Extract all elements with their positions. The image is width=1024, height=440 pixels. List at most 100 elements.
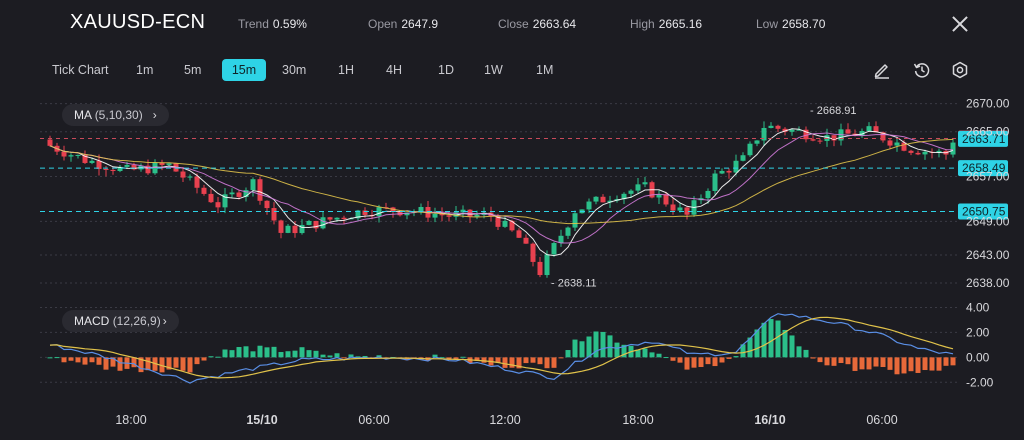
history-icon[interactable] xyxy=(912,60,932,80)
candle xyxy=(740,155,746,161)
price-tag xyxy=(958,160,1008,177)
candle xyxy=(61,151,67,157)
macd-histogram-bar xyxy=(313,350,319,358)
price-tick-label: 2649.00 xyxy=(966,214,1010,228)
ma-params: (5,10,30) xyxy=(94,108,143,122)
candle xyxy=(222,194,228,208)
extreme-price-label: - 2638.11 xyxy=(551,277,597,289)
timeframe-30m[interactable]: 30m xyxy=(282,63,307,77)
macd-lines xyxy=(49,313,954,384)
macd-histogram-bar xyxy=(103,357,109,370)
candle xyxy=(145,165,151,174)
low-label: Low xyxy=(756,17,779,31)
candle xyxy=(572,213,578,228)
macd-histogram-bar xyxy=(236,347,242,358)
candle xyxy=(523,237,529,244)
candle xyxy=(936,150,942,153)
candle xyxy=(117,166,123,172)
timeframe-4h[interactable]: 4H xyxy=(386,63,402,77)
candle xyxy=(446,215,452,217)
candle xyxy=(817,140,823,142)
macd-histogram-bar xyxy=(341,357,347,359)
price-tick-label: 2643.00 xyxy=(966,248,1010,262)
macd-histogram-bar xyxy=(859,357,865,370)
price-tick-label: 2638.00 xyxy=(966,276,1010,290)
macd-histogram-bar xyxy=(663,357,669,359)
macd-indicator-pill[interactable]: MACD (12,26,9) › xyxy=(62,310,179,332)
ma-indicator-pill[interactable]: MA (5,10,30) › xyxy=(62,104,169,126)
macd-histogram-bar xyxy=(831,357,837,366)
macd-histogram-bar xyxy=(264,347,270,358)
trend-value: 0.59% xyxy=(272,17,307,31)
candle xyxy=(89,160,95,163)
candle xyxy=(768,125,774,128)
timeframe-1w[interactable]: 1W xyxy=(484,63,503,77)
timeframe-tick-chart[interactable]: Tick Chart xyxy=(52,63,109,77)
close-icon[interactable] xyxy=(950,14,970,34)
candle xyxy=(901,142,907,151)
macd-histogram-bar xyxy=(208,356,214,358)
candle xyxy=(355,210,361,219)
candle xyxy=(894,142,900,146)
macd-histogram-bar xyxy=(334,353,340,358)
candle xyxy=(635,184,641,191)
macd-histogram-bar xyxy=(306,350,312,358)
macd-histogram-bar xyxy=(782,329,788,358)
timeframe-1mo[interactable]: 1M xyxy=(536,63,554,77)
macd-histogram-bar xyxy=(922,357,928,371)
price-tick-label: 2657.00 xyxy=(966,170,1010,184)
macd-histogram-bar xyxy=(159,357,165,373)
macd-histogram-bar xyxy=(565,350,571,358)
macd-histogram-bar xyxy=(551,357,557,368)
macd-histogram-bar xyxy=(789,335,795,358)
macd-histogram-bar xyxy=(712,357,718,367)
candle xyxy=(166,163,172,165)
macd-histogram-bar xyxy=(75,357,81,363)
candle xyxy=(152,162,158,174)
macd-histogram-bar xyxy=(523,357,529,364)
time-tick-label: 06:00 xyxy=(358,413,389,427)
macd-histogram-bar xyxy=(376,355,382,358)
candle xyxy=(208,193,214,203)
candle xyxy=(432,213,438,218)
settings-icon[interactable] xyxy=(950,60,970,80)
macd-histogram-bar xyxy=(278,352,284,358)
candle xyxy=(362,210,368,215)
candle xyxy=(544,254,550,276)
candle xyxy=(600,196,606,203)
candle xyxy=(565,227,571,236)
pencil-icon[interactable] xyxy=(872,60,892,80)
timeframe-5m[interactable]: 5m xyxy=(184,63,202,77)
candle xyxy=(96,160,102,169)
macd-histogram-bar xyxy=(761,322,767,358)
macd-histogram-bar xyxy=(96,357,102,365)
candle xyxy=(551,243,557,255)
price-tag xyxy=(958,203,1008,220)
close-stat: Close 2663.64 xyxy=(498,17,576,31)
candle xyxy=(187,176,193,178)
candle xyxy=(761,127,767,141)
timeframe-1h[interactable]: 1H xyxy=(338,63,354,77)
candle xyxy=(663,194,669,205)
candle xyxy=(705,190,711,199)
trend-stat: Trend 0.59% xyxy=(238,17,307,31)
price-tick-label: 2665.00 xyxy=(966,125,1010,139)
timeframe-1d[interactable]: 1D xyxy=(438,63,454,77)
candle xyxy=(586,201,592,210)
macd-histogram-bar xyxy=(355,356,361,358)
macd-histogram-bar xyxy=(824,357,830,366)
macd-histogram-bar xyxy=(740,344,746,358)
candle xyxy=(684,207,690,215)
moving-average-lines xyxy=(49,128,954,257)
candle xyxy=(747,143,753,156)
timeframe-15m[interactable]: 15m xyxy=(222,59,266,81)
candle xyxy=(502,220,508,227)
timeframe-1m[interactable]: 1m xyxy=(136,63,154,77)
macd-histogram-bar xyxy=(320,354,326,358)
macd-histogram-bar xyxy=(474,357,480,361)
candle xyxy=(271,208,277,221)
candle xyxy=(194,176,200,188)
